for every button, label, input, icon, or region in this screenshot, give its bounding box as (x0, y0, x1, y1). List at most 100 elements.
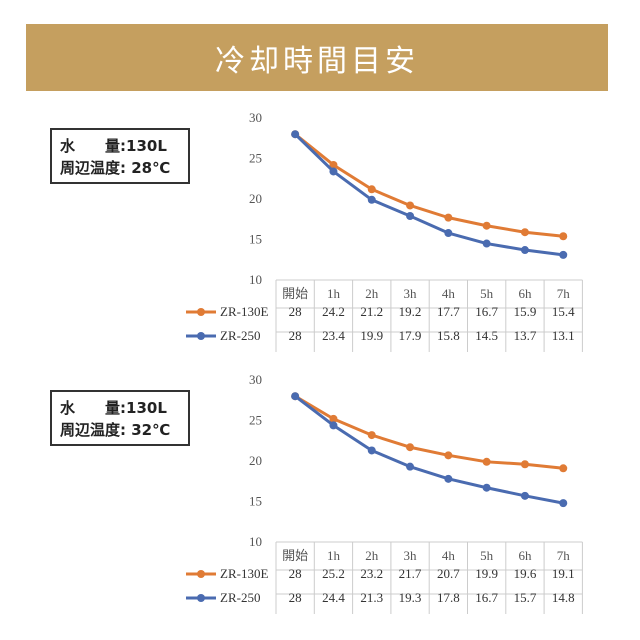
data-value-cell: 19.1 (552, 566, 575, 581)
x-tick-label: 4h (442, 548, 456, 563)
data-value-cell: 19.2 (399, 304, 422, 319)
data-value-cell: 19.6 (514, 566, 537, 581)
data-point (367, 446, 376, 455)
y-tick-label: 15 (249, 232, 262, 247)
data-point (559, 499, 568, 508)
ambient-temp-label: 周辺温度 (60, 421, 121, 439)
condition-box: 水 量:130L 周辺温度: 32℃ (50, 390, 190, 446)
y-tick-label: 30 (249, 110, 262, 125)
data-value-cell: 15.9 (514, 304, 537, 319)
y-tick-label: 10 (249, 534, 262, 549)
data-value-cell: 19.3 (399, 590, 422, 605)
data-point (559, 232, 568, 241)
x-tick-label: 2h (365, 286, 379, 301)
chart-panel-28c: 水 量:130L 周辺温度: 28℃ 10 15 20 25 30 開始 1h 2h 3h 4h 5… (0, 104, 640, 364)
data-value-cell: 17.7 (437, 304, 460, 319)
data-value-cell: 16.7 (475, 590, 498, 605)
data-point (559, 250, 568, 259)
x-tick-label: 6h (518, 286, 532, 301)
x-tick-label: 6h (518, 548, 532, 563)
ambient-temp-label: 周辺温度 (60, 159, 121, 177)
cooling-chart-28c: 10 15 20 25 30 開始 1h 2h 3h 4h 5h 6h 7h ZR-130E 28 24.2 2… (186, 110, 583, 352)
ambient-temp-line: 周辺温度: 32℃ (60, 419, 188, 441)
data-point (406, 443, 415, 452)
series-line-zr-130e (294, 394, 564, 470)
data-value-cell: 15.7 (514, 590, 537, 605)
series-label: ZR-250 (220, 328, 260, 343)
data-point (482, 483, 491, 492)
data-point (482, 457, 491, 466)
data-value-cell: 19.9 (360, 328, 383, 343)
data-point (367, 431, 376, 440)
data-point (367, 185, 376, 194)
data-value-cell: 24.4 (322, 590, 345, 605)
y-tick-label: 15 (249, 494, 262, 509)
data-point (444, 229, 453, 238)
data-point (329, 421, 338, 430)
data-point (444, 451, 453, 460)
data-value-cell: 19.9 (475, 566, 498, 581)
data-value-cell: 14.8 (552, 590, 575, 605)
water-volume-label: 水 量 (60, 399, 121, 417)
legend-marker (197, 332, 205, 340)
data-value-cell: 23.2 (360, 566, 383, 581)
y-tick-label: 20 (249, 453, 262, 468)
data-point (291, 392, 300, 401)
data-point (291, 130, 300, 139)
data-value-cell: 20.7 (437, 566, 460, 581)
x-tick-label: 3h (404, 548, 418, 563)
ambient-temp-line: 周辺温度: 28℃ (60, 157, 188, 179)
data-value-cell: 25.2 (322, 566, 345, 581)
data-value-cell: 28 (289, 328, 302, 343)
data-value-cell: 28 (289, 566, 302, 581)
legend-marker (197, 570, 205, 578)
data-value-cell: 13.1 (552, 328, 575, 343)
x-tick-label: 開始 (282, 286, 308, 301)
water-volume-value: :130L (120, 137, 167, 155)
data-point (406, 212, 415, 221)
y-tick-label: 25 (249, 151, 262, 166)
legend-marker (197, 594, 205, 602)
x-tick-label: 7h (557, 286, 571, 301)
x-tick-label: 5h (480, 286, 494, 301)
data-value-cell: 15.4 (552, 304, 575, 319)
series-line-zr-250 (294, 395, 564, 505)
data-point (329, 167, 338, 176)
series-line-zr-250 (294, 133, 564, 257)
data-value-cell: 13.7 (514, 328, 537, 343)
data-value-cell: 28 (289, 304, 302, 319)
ambient-temp-value: : 32℃ (120, 421, 171, 439)
data-value-cell: 24.2 (322, 304, 345, 319)
data-value-cell: 16.7 (475, 304, 498, 319)
series-label: ZR-130E (220, 304, 268, 319)
y-tick-label: 20 (249, 191, 262, 206)
data-value-cell: 14.5 (475, 328, 498, 343)
y-tick-label: 30 (249, 372, 262, 387)
condition-box: 水 量:130L 周辺温度: 28℃ (50, 128, 190, 184)
data-point (520, 228, 529, 237)
ambient-temp-value: : 28℃ (120, 159, 171, 177)
data-value-cell: 21.7 (399, 566, 422, 581)
x-tick-label: 7h (557, 548, 571, 563)
x-tick-label: 5h (480, 548, 494, 563)
water-volume-value: :130L (120, 399, 167, 417)
legend-marker (197, 308, 205, 316)
data-point (520, 491, 529, 500)
x-tick-label: 4h (442, 286, 456, 301)
data-point (367, 195, 376, 204)
data-point (444, 213, 453, 222)
data-value-cell: 17.8 (437, 590, 460, 605)
water-volume-label: 水 量 (60, 137, 121, 155)
water-volume-line: 水 量:130L (60, 135, 188, 157)
page-title: 冷却時間目安 (215, 43, 419, 79)
x-tick-label: 3h (404, 286, 418, 301)
data-point (520, 246, 529, 255)
series-line-zr-130e (294, 133, 564, 238)
data-point (329, 160, 338, 169)
data-point (406, 201, 415, 210)
data-point (444, 474, 453, 483)
cooling-chart-32c: 10 15 20 25 30 開始 1h 2h 3h 4h 5h 6h 7h ZR-130E 28 25.2 2… (186, 372, 583, 614)
data-point (520, 460, 529, 469)
series-label: ZR-130E (220, 566, 268, 581)
water-volume-line: 水 量:130L (60, 397, 188, 419)
